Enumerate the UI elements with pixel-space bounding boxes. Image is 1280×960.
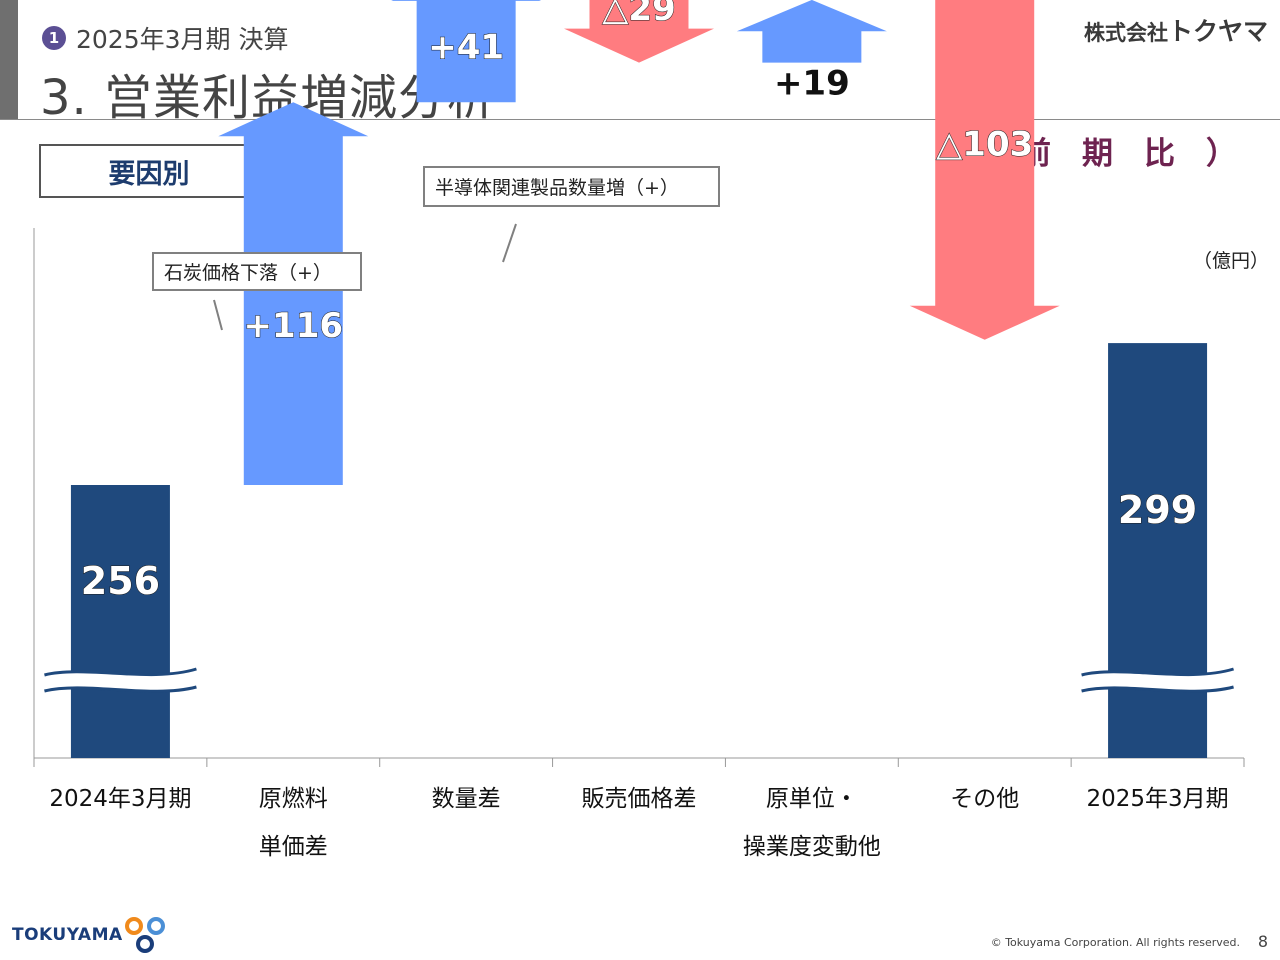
decrease-arrow bbox=[564, 0, 714, 63]
brand-prefix: 株式会社 bbox=[1083, 21, 1168, 45]
brand-name: トクヤマ bbox=[1167, 17, 1268, 46]
category-label-line: 2024年3月期 bbox=[49, 786, 192, 812]
total-bar bbox=[70, 485, 170, 758]
page-number: 8 bbox=[1257, 932, 1268, 951]
category-label: 数量差 bbox=[376, 775, 556, 823]
total-bar bbox=[1108, 343, 1208, 758]
decrease-arrow bbox=[909, 0, 1060, 340]
category-label: その他 bbox=[895, 775, 1075, 823]
category-label-line: 単価差 bbox=[258, 834, 328, 860]
unit-label: （億円） bbox=[1193, 250, 1270, 272]
axis-break-line bbox=[44, 685, 197, 693]
axis-break-line bbox=[1081, 685, 1234, 693]
category-label: 2025年3月期 bbox=[1068, 775, 1248, 823]
coal-callout-leader bbox=[213, 299, 223, 331]
delta-value-label: △29 bbox=[602, 0, 675, 29]
category-label-line: 数量差 bbox=[431, 786, 501, 812]
category-label-line: 原燃料 bbox=[258, 786, 328, 812]
axis-break-line bbox=[1081, 667, 1235, 677]
delta-value-label: △103 bbox=[936, 125, 1033, 165]
section-text: 2025年3月期 決算 bbox=[76, 25, 289, 54]
category-label-line: 2025年3月期 bbox=[1086, 786, 1229, 812]
brand-logo: 株式会社トクヤマ bbox=[1084, 12, 1268, 48]
section-heading: 1 2025年3月期 決算 bbox=[42, 20, 288, 56]
delta-value-label: +19 bbox=[774, 64, 850, 104]
footer-logo-text: TOKUYAMA bbox=[12, 925, 123, 945]
copyright-text: © Tokuyama Corporation. All rights reser… bbox=[990, 936, 1240, 949]
category-label-line: 操業度変動他 bbox=[742, 834, 881, 860]
semiconductor-callout: 半導体関連製品数量増（+） bbox=[423, 166, 720, 207]
coal-price-callout: 石炭価格下落（+） bbox=[152, 252, 362, 291]
semiconductor-callout-leader bbox=[502, 223, 517, 263]
footer-logo: TOKUYAMA bbox=[12, 915, 169, 955]
delta-value-label: +116 bbox=[244, 306, 343, 346]
header-divider bbox=[0, 119, 1280, 120]
increase-arrow bbox=[736, 0, 887, 63]
total-value-label: 299 bbox=[1118, 488, 1197, 532]
axis-break-line bbox=[44, 667, 197, 677]
category-label-line: その他 bbox=[950, 786, 1020, 812]
section-number-badge: 1 bbox=[42, 26, 66, 50]
increase-arrow bbox=[391, 0, 542, 103]
delta-value-label: +41 bbox=[428, 27, 504, 67]
total-value-label: 256 bbox=[81, 559, 160, 603]
category-label-line: 販売価格差 bbox=[581, 786, 697, 812]
tokuyama-mark-icon bbox=[124, 917, 165, 953]
increase-arrow bbox=[218, 102, 369, 485]
factor-label-box: 要因別 bbox=[39, 144, 259, 198]
category-label: 原単位・操業度変動他 bbox=[722, 775, 902, 871]
header-accent-bar bbox=[0, 0, 18, 119]
category-label: 原燃料 単価差 bbox=[203, 775, 383, 871]
category-label: 2024年3月期 bbox=[30, 775, 210, 823]
category-label-line: 原単位・ bbox=[765, 786, 858, 812]
category-label: 販売価格差 bbox=[549, 775, 729, 823]
